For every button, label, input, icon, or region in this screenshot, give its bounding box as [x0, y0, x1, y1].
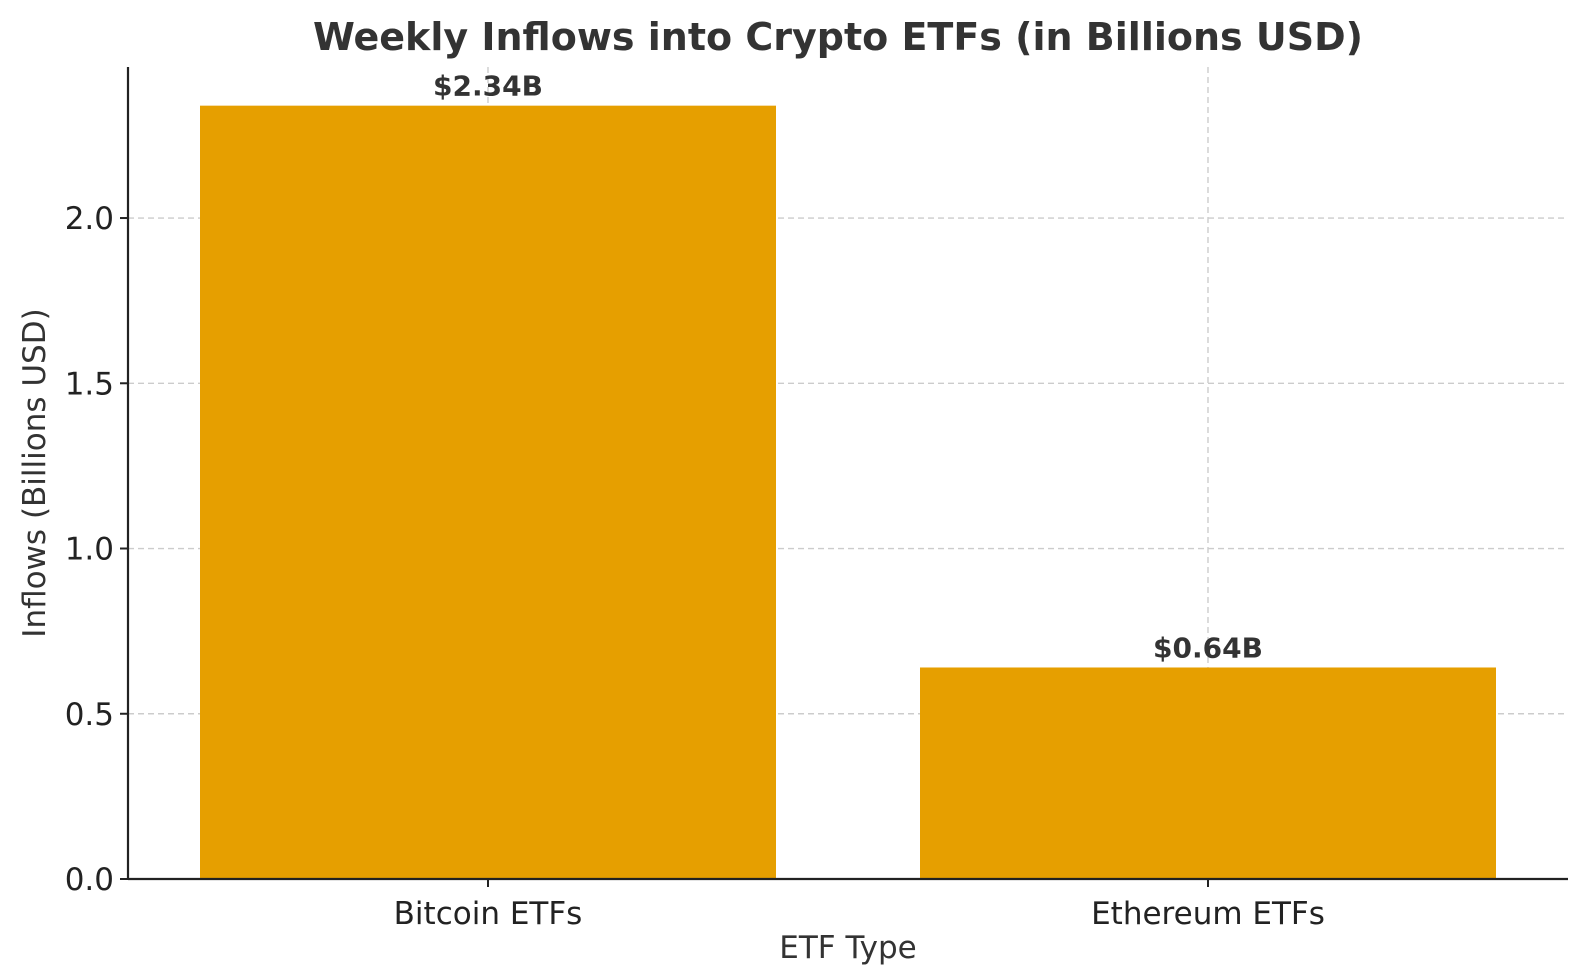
y-tick-label: 0.5 [65, 697, 114, 733]
y-tick-label: 1.5 [65, 366, 114, 402]
x-tick-label: Bitcoin ETFs [394, 896, 583, 932]
bar-data-label: $0.64B [1153, 631, 1263, 664]
y-tick-label: 2.0 [65, 201, 114, 237]
y-axis-label: Inflows (Billions USD) [17, 308, 53, 637]
data-labels: $2.34B $0.64B [433, 70, 1263, 665]
chart-title: Weekly Inflows into Crypto ETFs (in Bill… [313, 15, 1363, 59]
y-tick-label: 1.0 [65, 532, 114, 568]
ticks: 0.0 0.5 1.0 1.5 2.0 Bitcoin ETFs Ethereum ETFs [65, 201, 1325, 932]
bars [200, 105, 1496, 879]
axes [126, 67, 1568, 881]
bar-data-label: $2.34B [433, 70, 543, 103]
x-axis-label: ETF Type [779, 930, 916, 966]
y-tick-label: 0.0 [65, 862, 114, 898]
bar [920, 667, 1496, 879]
x-tick-label: Ethereum ETFs [1091, 896, 1325, 932]
bar [200, 105, 776, 879]
